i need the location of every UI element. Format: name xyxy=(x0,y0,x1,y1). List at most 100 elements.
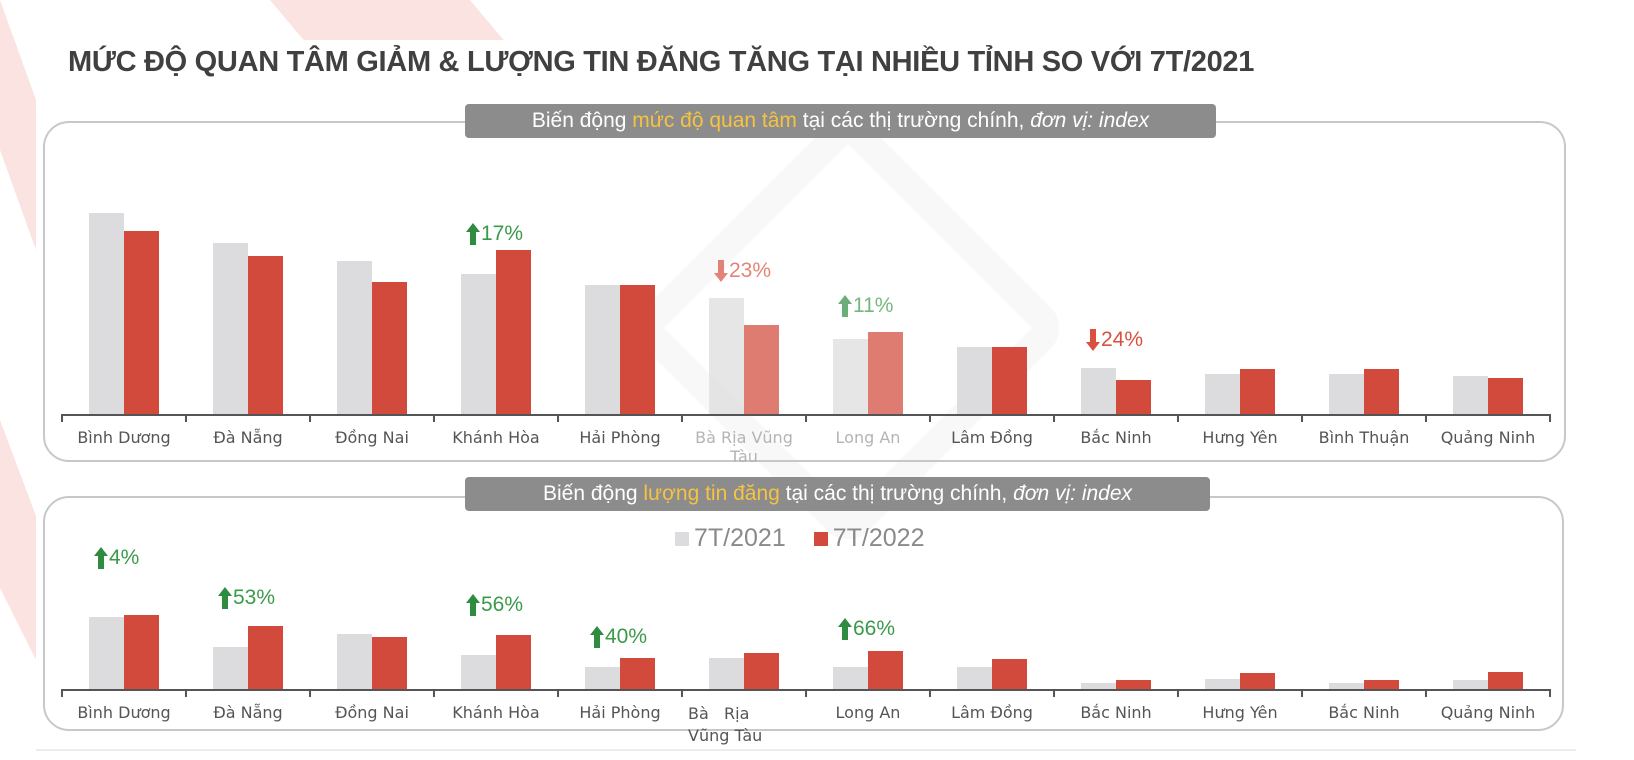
bar-7t2022 xyxy=(1364,369,1399,414)
category-label: Đà Nẵng xyxy=(213,428,283,447)
x-axis-tick xyxy=(1301,689,1303,697)
bar-7t2022 xyxy=(1488,672,1523,689)
bar-7t2022 xyxy=(992,659,1027,689)
bar-7t2022 xyxy=(372,637,407,689)
x-axis-tick xyxy=(309,689,311,697)
bar-7t2021 xyxy=(213,243,248,414)
x-axis-tick xyxy=(1053,414,1055,422)
bar-7t2021 xyxy=(585,285,620,414)
change-annotation: 4% xyxy=(94,546,139,570)
legend-swatch-icon xyxy=(813,531,828,546)
category-label: Hải Phòng xyxy=(579,428,661,447)
category-label: Đồng Nai xyxy=(335,428,409,447)
change-percent: 53% xyxy=(233,586,276,609)
x-axis-tick xyxy=(1177,414,1179,422)
x-axis-tick xyxy=(1425,689,1427,697)
bar-7t2022 xyxy=(1488,378,1523,414)
category-label: Đà Nẵng xyxy=(213,703,283,722)
bar-7t2022 xyxy=(1116,680,1151,689)
category-label: Bình Dương xyxy=(77,428,171,447)
divider xyxy=(36,749,1576,751)
category-label: Lâm Đồng xyxy=(951,428,1033,447)
bar-7t2022 xyxy=(372,282,407,414)
change-annotation: 17% xyxy=(466,222,523,246)
bar-7t2021 xyxy=(833,339,868,414)
bar-7t2022 xyxy=(1116,380,1151,414)
x-axis-tick xyxy=(929,689,931,697)
category-label: Hưng Yên xyxy=(1202,428,1278,447)
bar-7t2022 xyxy=(620,285,655,414)
category-label: Bắc Ninh xyxy=(1080,428,1152,447)
category-label: Bình Dương xyxy=(77,703,171,722)
change-annotation: 11% xyxy=(838,294,893,318)
arrow-up-icon xyxy=(838,295,852,317)
category-label: Bắc Ninh xyxy=(1080,703,1152,722)
category-label: Lâm Đồng xyxy=(951,703,1033,722)
bar-7t2022 xyxy=(868,332,903,414)
bar-7t2021 xyxy=(337,634,372,689)
arrow-down-icon xyxy=(714,260,728,282)
x-axis-tick xyxy=(433,689,435,697)
x-axis-tick xyxy=(185,689,187,697)
chart-legend: 7T/2021 7T/2022 xyxy=(675,524,943,553)
bar-7t2021 xyxy=(89,617,124,689)
change-annotation: 40% xyxy=(590,625,647,649)
bar-7t2021 xyxy=(1081,368,1116,414)
bar-7t2021 xyxy=(461,274,496,414)
bar-7t2022 xyxy=(124,231,159,414)
legend-swatch-icon xyxy=(675,531,689,546)
bar-7t2021 xyxy=(1081,683,1116,689)
category-label: Bà Rịa Vũng Tàu xyxy=(688,704,765,745)
bar-7t2022 xyxy=(1240,369,1275,414)
bar-7t2022 xyxy=(744,325,779,414)
x-axis-tick xyxy=(1301,414,1303,422)
arrow-up-icon xyxy=(466,594,480,616)
background-decoration xyxy=(0,0,36,250)
x-axis-tick xyxy=(61,689,63,697)
legend-item-2022: 7T/2022 xyxy=(813,524,925,553)
background-decoration xyxy=(0,420,36,660)
category-label: Bà Rịa Vũng Tàu xyxy=(695,428,793,466)
category-label: Khánh Hòa xyxy=(452,703,540,722)
x-axis-tick xyxy=(805,689,807,697)
bar-7t2022 xyxy=(620,658,655,689)
bar-7t2021 xyxy=(1205,374,1240,414)
category-label: Hải Phòng xyxy=(579,703,661,722)
bar-7t2021 xyxy=(957,347,992,414)
change-annotation: 24% xyxy=(1086,328,1143,352)
arrow-up-icon xyxy=(218,587,232,609)
arrow-up-icon xyxy=(94,547,108,569)
bar-7t2022 xyxy=(992,347,1027,414)
bar-7t2021 xyxy=(337,261,372,414)
category-label: Long An xyxy=(835,703,901,722)
bar-7t2021 xyxy=(957,667,992,689)
bar-7t2022 xyxy=(248,626,283,689)
bar-7t2022 xyxy=(1364,680,1399,689)
change-percent: 24% xyxy=(1101,328,1144,351)
category-label: Bình Thuận xyxy=(1318,428,1410,447)
arrow-up-icon xyxy=(590,626,604,648)
arrow-up-icon xyxy=(838,618,852,640)
listings-chart-title: Biến động lượng tin đăng tại các thị trư… xyxy=(465,477,1210,511)
legend-item-2021: 7T/2021 xyxy=(675,524,786,553)
bar-7t2022 xyxy=(124,615,159,689)
x-axis-tick xyxy=(1177,689,1179,697)
category-label: Quảng Ninh xyxy=(1440,428,1536,447)
bar-7t2022 xyxy=(1240,673,1275,689)
bar-7t2021 xyxy=(1329,683,1364,689)
change-percent: 40% xyxy=(605,625,648,648)
bar-7t2021 xyxy=(1329,374,1364,414)
change-percent: 56% xyxy=(481,593,524,616)
category-label: Long An xyxy=(835,428,901,447)
change-percent: 66% xyxy=(853,617,896,640)
bar-7t2021 xyxy=(1205,679,1240,689)
change-percent: 4% xyxy=(109,546,140,569)
bar-7t2021 xyxy=(461,655,496,689)
category-label: Hưng Yên xyxy=(1202,703,1278,722)
x-axis-tick xyxy=(1549,689,1551,697)
x-axis-tick xyxy=(433,414,435,422)
x-axis-tick xyxy=(309,414,311,422)
interest-chart-title: Biến động mức độ quan tâm tại các thị tr… xyxy=(465,104,1216,138)
bar-7t2021 xyxy=(1453,680,1488,689)
bar-7t2022 xyxy=(496,250,531,414)
